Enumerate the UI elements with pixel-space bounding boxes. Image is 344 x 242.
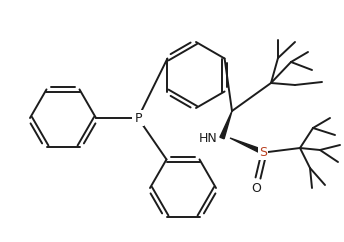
Text: S: S: [259, 145, 267, 159]
Polygon shape: [230, 138, 264, 154]
Text: HN: HN: [199, 133, 218, 145]
Text: P: P: [134, 112, 142, 124]
Text: O: O: [251, 182, 261, 196]
Polygon shape: [220, 111, 232, 139]
